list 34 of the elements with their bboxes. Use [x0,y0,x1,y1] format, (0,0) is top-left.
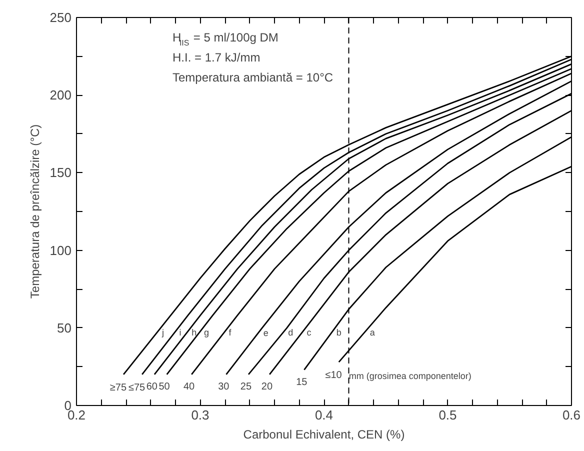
series-label: 60 [146,381,158,392]
annotation: e [263,328,268,338]
series-label: 30 [218,381,230,392]
annotation: h [192,328,197,338]
y-tick-label: 250 [50,10,72,25]
annotation: i [179,328,182,338]
series-label: 40 [183,381,196,392]
y-tick-label: 200 [50,88,72,103]
annotation: j [160,328,164,338]
series-label: 15 [296,376,308,388]
series-label: ≤75 [128,382,146,394]
y-tick-label: 50 [57,320,72,336]
series-label: ≥75 [110,382,127,394]
annotation: H.I. = 1.7 kJ/mm [172,50,260,64]
y-axis-title: Temperatura de preîncălzire (°C) [28,124,42,299]
annotation: d [288,328,294,338]
y-tick-label: 150 [50,165,72,180]
annotation: c [306,328,312,338]
x-tick-label: 0.4 [314,408,334,422]
y-tick-label: 100 [50,242,72,258]
x-tick-label: 0.6 [562,408,581,422]
x-tick-label: 0.3 [191,408,210,422]
x-axis-title: Carbonul Echivalent, CEN (%) [243,428,405,442]
x-tick-label: 0.5 [438,408,457,422]
series-label: ≤10 [325,370,342,382]
annotation: Temperatura ambiantă = 10°C [172,70,334,84]
annotation: g [204,328,210,338]
legend-title: mm (grosimea componentelor) [348,371,472,382]
series-label: 25 [240,381,252,392]
annotation: a [370,328,375,338]
series-label: 20 [261,381,273,392]
annotation: f [228,328,232,338]
annotation: b [336,328,342,338]
series-label: 50 [158,381,170,392]
